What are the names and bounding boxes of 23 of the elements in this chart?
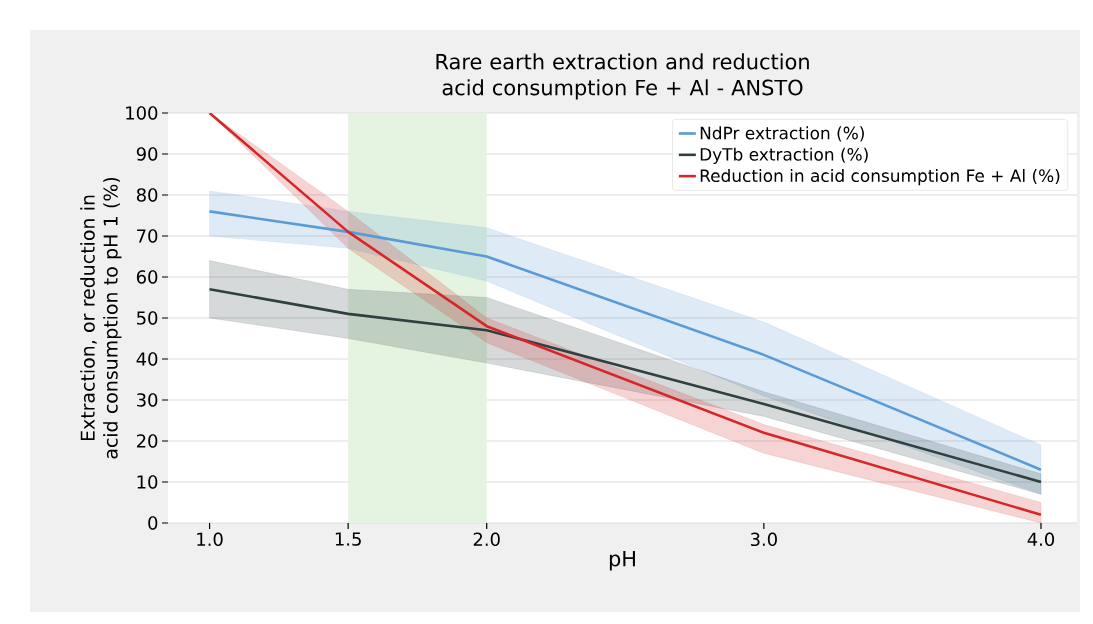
y-axis-title: Extraction, or reduction in acid consumption to pH 1 (%) bbox=[80, 177, 122, 459]
x-tick-label: 1.5 bbox=[335, 532, 361, 546]
line-series bbox=[208, 287, 1043, 484]
y-tick-label: 0 bbox=[148, 516, 158, 530]
y-tick-label: 90 bbox=[136, 147, 158, 161]
y-tick-label: 100 bbox=[126, 106, 158, 120]
y-tick-label: 30 bbox=[137, 393, 158, 407]
y-tick-label: 70 bbox=[137, 229, 158, 243]
x-tick-label: 4.0 bbox=[1027, 532, 1055, 547]
x-tick-label: 2.0 bbox=[473, 532, 500, 547]
y-tick-label: 50 bbox=[137, 311, 158, 325]
y-tick-label: 80 bbox=[136, 188, 158, 202]
y-tick-label: 40 bbox=[136, 352, 158, 366]
x-axis-title: pH bbox=[609, 550, 635, 571]
y-tick-label: 20 bbox=[136, 434, 158, 448]
x-tick-label: 1.0 bbox=[197, 532, 223, 547]
legend-label: Reduction in acid consumption Fe + Al (%) bbox=[700, 168, 1060, 186]
y-tick-label: 10 bbox=[137, 475, 158, 489]
legend-label: DyTb extraction (%) bbox=[700, 147, 868, 165]
y-tick-label: 60 bbox=[136, 270, 158, 284]
x-tick-label: 3.0 bbox=[750, 532, 777, 547]
chart-title: Rare earth extraction and reduction acid consumption Fe + Al - ANSTO bbox=[436, 53, 809, 100]
legend-label: NdPr extraction (%) bbox=[700, 126, 864, 142]
